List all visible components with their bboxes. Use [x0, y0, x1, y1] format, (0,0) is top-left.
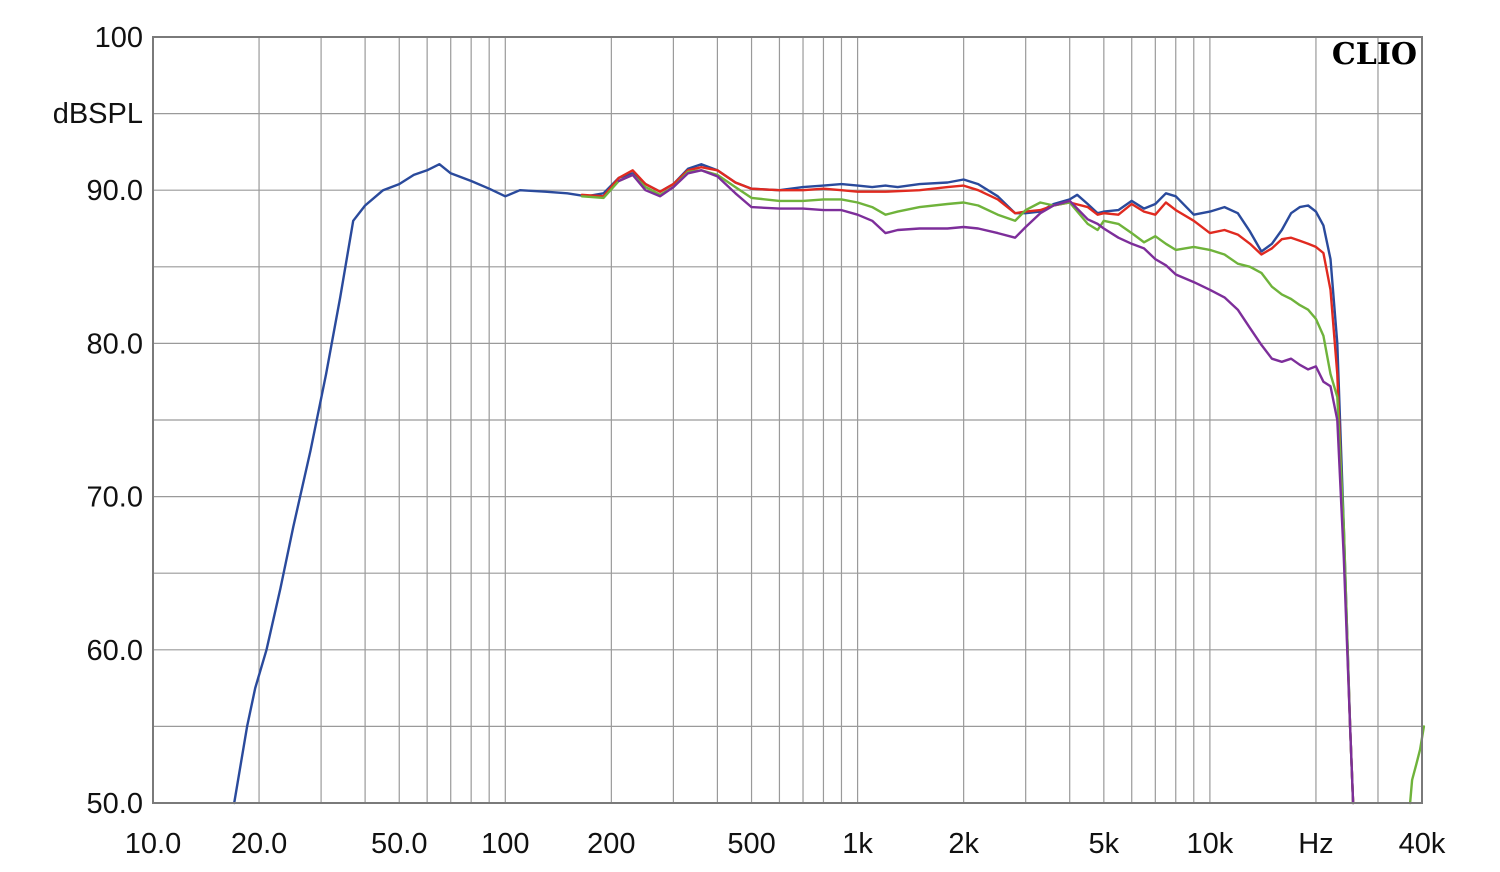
x-tick-label: 10k [1187, 828, 1234, 860]
y-tick-label: 60.0 [87, 635, 143, 667]
series-line [617, 169, 1355, 805]
y-axis-ticks: 100 90.0 80.0 70.0 60.0 50.0 [87, 22, 143, 820]
y-tick-label: 90.0 [87, 175, 143, 207]
x-tick-label: Hz [1298, 828, 1333, 860]
x-tick-label: 10.0 [125, 828, 181, 860]
x-tick-label: 500 [727, 828, 775, 860]
clio-brand-label: CLIO [1332, 37, 1417, 72]
y-tick-label: 80.0 [87, 328, 143, 360]
y-axis-label: dBSPL [53, 98, 143, 130]
x-tick-label: 5k [1089, 828, 1120, 860]
x-tick-label: 20.0 [231, 828, 287, 860]
series-line [580, 169, 1355, 805]
grid-lines [152, 36, 1423, 804]
series-line [233, 163, 1355, 805]
y-tick-label: 70.0 [87, 482, 143, 514]
x-tick-label: 1k [842, 828, 873, 860]
x-tick-label: 50.0 [371, 828, 427, 860]
series-lines [233, 163, 1426, 805]
y-tick-label: 50.0 [87, 788, 143, 820]
x-axis-ticks: 10.0 20.0 50.0 100 200 500 1k 2k 5k 10k Hz 40k [125, 828, 1446, 860]
y-tick-label: 100 [95, 22, 143, 54]
x-tick-label: 100 [481, 828, 529, 860]
plot-frame [152, 36, 1423, 804]
x-tick-label: 200 [587, 828, 635, 860]
x-tick-label: 40k [1399, 828, 1446, 860]
x-tick-label: 2k [948, 828, 979, 860]
